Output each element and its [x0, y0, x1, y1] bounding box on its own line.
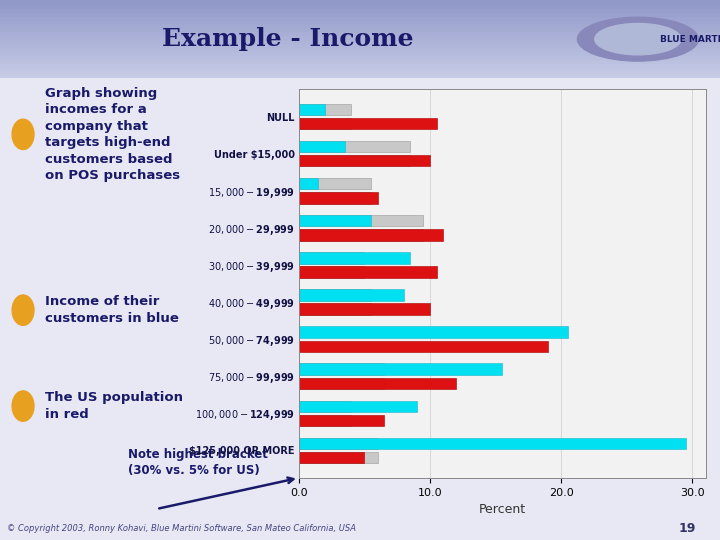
Bar — [299, 377, 456, 389]
Text: Income of their
customers in blue: Income of their customers in blue — [45, 295, 179, 325]
Bar — [0, 63, 720, 66]
Bar — [299, 156, 410, 166]
Bar — [0, 47, 720, 51]
Bar — [0, 66, 720, 71]
Bar — [299, 178, 318, 190]
Bar — [299, 192, 371, 204]
Text: Example - Income: Example - Income — [162, 27, 414, 51]
Bar — [0, 31, 720, 35]
Bar — [0, 4, 720, 8]
Circle shape — [12, 119, 34, 150]
Bar — [299, 401, 351, 411]
Bar — [299, 215, 371, 226]
Bar — [299, 289, 404, 301]
Circle shape — [577, 17, 698, 61]
Bar — [299, 401, 417, 411]
Bar — [299, 303, 430, 315]
Bar — [0, 12, 720, 16]
Bar — [299, 215, 423, 226]
Bar — [299, 415, 384, 426]
Bar — [299, 178, 371, 190]
Bar — [299, 303, 371, 315]
Bar — [0, 55, 720, 59]
Bar — [0, 19, 720, 23]
Bar — [0, 28, 720, 31]
Bar — [299, 415, 351, 426]
Text: 19: 19 — [679, 522, 696, 535]
Bar — [299, 230, 443, 240]
Bar — [299, 104, 351, 116]
Text: BLUE MARTINI: BLUE MARTINI — [660, 35, 720, 44]
Bar — [299, 192, 377, 204]
Text: Note highest bracket
(30% vs. 5% for US): Note highest bracket (30% vs. 5% for US) — [128, 448, 268, 476]
Bar — [299, 118, 436, 130]
Bar — [0, 43, 720, 47]
Bar — [299, 289, 371, 301]
Bar — [299, 451, 377, 463]
Bar — [299, 252, 410, 264]
Bar — [0, 39, 720, 43]
Bar — [299, 451, 364, 463]
Bar — [299, 437, 377, 449]
Bar — [299, 341, 548, 352]
Circle shape — [12, 391, 34, 421]
Bar — [299, 118, 351, 130]
Bar — [0, 35, 720, 39]
X-axis label: Percent: Percent — [479, 503, 526, 516]
Bar — [0, 8, 720, 12]
Bar — [299, 141, 345, 152]
Bar — [299, 141, 410, 152]
Bar — [0, 59, 720, 63]
Bar — [299, 104, 325, 116]
Circle shape — [595, 23, 681, 55]
Bar — [0, 0, 720, 4]
Bar — [299, 156, 430, 166]
Bar — [0, 51, 720, 55]
Bar — [299, 327, 568, 338]
Bar — [299, 377, 384, 389]
Bar — [299, 437, 686, 449]
Text: © Copyright 2003, Ronny Kohavi, Blue Martini Software, San Mateo California, USA: © Copyright 2003, Ronny Kohavi, Blue Mar… — [7, 524, 356, 532]
Bar — [299, 266, 436, 278]
Bar — [299, 363, 384, 375]
Bar — [299, 230, 423, 240]
Bar — [0, 23, 720, 28]
Bar — [0, 75, 720, 78]
Bar — [0, 16, 720, 19]
Bar — [299, 266, 364, 278]
Bar — [299, 363, 503, 375]
Text: The US population
in red: The US population in red — [45, 392, 183, 421]
Bar — [299, 252, 364, 264]
Circle shape — [12, 295, 34, 326]
Text: Graph showing
incomes for a
company that
targets high-end
customers based
on POS: Graph showing incomes for a company that… — [45, 86, 180, 182]
Bar — [0, 70, 720, 75]
